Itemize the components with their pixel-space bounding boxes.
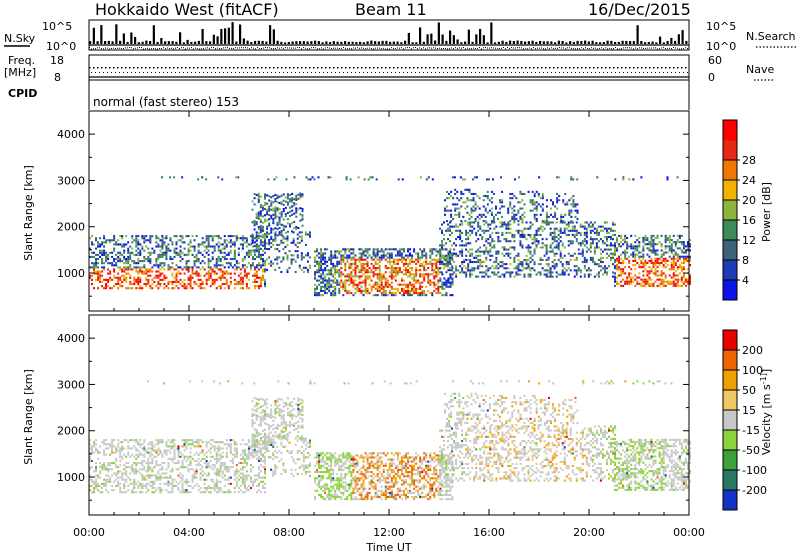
x-tick-label: 04:00 — [173, 526, 205, 539]
x-axis: 00:00 04:00 08:00 12:00 16:00 20:00 00:00 — [73, 111, 705, 539]
freq-label: Freq. — [8, 54, 35, 67]
power-ylabel: Slant Range [km] — [22, 165, 35, 261]
station-title: Hokkaido West (fitACF) — [95, 0, 279, 19]
colorbar-segment — [723, 390, 737, 411]
info-panel: N.Sky 10^5 10^0 10^5 10^0 N.Search Freq.… — [4, 19, 796, 110]
colorbar-tick-label: -50 — [742, 444, 760, 457]
power-colorbar-label: Power [dB] — [760, 182, 773, 242]
colorbar-segment — [723, 370, 737, 391]
velocity-colorbar-label: Velocity [m s-1]] — [759, 369, 773, 455]
colorbar-segment — [723, 200, 737, 221]
x-tick-label: 20:00 — [573, 526, 605, 539]
y-tick-label: 4000 — [57, 332, 85, 345]
colorbar-tick-label: 16 — [742, 214, 756, 227]
colorbar-tick-label: -200 — [742, 484, 767, 497]
cpid-text: normal (fast stereo) 153 — [93, 95, 239, 109]
y-tick-label: 2000 — [57, 221, 85, 234]
x-tick-label: 00:00 — [73, 526, 105, 539]
colorbar-segment — [723, 140, 737, 161]
colorbar-tick-label: -15 — [742, 424, 760, 437]
colorbar-segment — [723, 240, 737, 261]
velocity-data — [89, 380, 691, 501]
colorbar-segment — [723, 450, 737, 471]
colorbar-segment — [723, 260, 737, 281]
colorbar-tick-label: 24 — [742, 174, 756, 187]
velocity-colorbar: -200 -100 -50 -15 15 50 100 200 — [722, 329, 767, 511]
colorbar-tick-label: 28 — [742, 154, 756, 167]
x-axis-label: Time UT — [365, 541, 411, 554]
velocity-ylabel: Slant Range [km] — [22, 369, 35, 465]
colorbar-tick-label: 100 — [742, 364, 763, 377]
freq-tick-top: 18 — [50, 54, 64, 67]
x-tick-label: 16:00 — [473, 526, 505, 539]
nsky-label: N.Sky — [4, 32, 36, 45]
colorbar-tick-label: 4 — [742, 274, 749, 287]
colorbar-tick-label: 200 — [742, 344, 763, 357]
power-data — [89, 176, 691, 297]
power-panel: 1000 2000 3000 4000 Slant Range [km] — [22, 110, 691, 312]
date-title: 16/Dec/2015 — [588, 0, 691, 19]
colorbar-segment — [723, 220, 737, 241]
colorbar-segment — [723, 120, 737, 141]
colorbar-tick-label: 50 — [742, 384, 756, 397]
nsearch-tick-bottom: 10^0 — [706, 40, 736, 53]
colorbar-segment — [723, 470, 737, 491]
x-tick-label: 08:00 — [273, 526, 305, 539]
freq-trace — [89, 67, 689, 78]
nsky-tick-top: 10^5 — [42, 20, 72, 33]
x-tick-label: 12:00 — [373, 526, 405, 539]
y-tick-label: 1000 — [57, 267, 85, 280]
freq-unit: [MHz] — [4, 66, 36, 79]
colorbar-segment — [723, 410, 737, 431]
colorbar-tick-label: -100 — [742, 464, 767, 477]
nave-tick-bottom: 0 — [708, 71, 715, 84]
y-tick-label: 2000 — [57, 425, 85, 438]
colorbar-tick-label: 15 — [742, 404, 756, 417]
colorbar-segment — [723, 160, 737, 181]
velocity-panel: 1000 2000 3000 4000 Slant Range [km] — [22, 314, 691, 516]
colorbar-segment — [723, 280, 737, 301]
y-tick-label: 1000 — [57, 471, 85, 484]
colorbar-tick-label: 20 — [742, 194, 756, 207]
colorbar-segment — [723, 350, 737, 371]
cpid-label: CPID — [8, 87, 37, 100]
nsearch-label: N.Search — [746, 30, 796, 43]
colorbar-segment — [723, 490, 737, 511]
colorbar-segment — [723, 330, 737, 351]
power-y-ticks: 1000 2000 3000 4000 — [57, 110, 689, 297]
y-tick-label: 4000 — [57, 128, 85, 141]
nave-label: Nave — [746, 63, 774, 76]
freq-tick-bottom: 8 — [54, 71, 61, 84]
power-colorbar: 4 8 12 16 20 24 28 — [722, 119, 756, 301]
nsky-bars — [89, 22, 689, 50]
colorbar-segment — [723, 430, 737, 451]
colorbar-tick-label: 8 — [742, 254, 749, 267]
colorbar-tick-label: 12 — [742, 234, 756, 247]
nsearch-tick-top: 10^5 — [706, 20, 736, 33]
velocity-y-ticks: 1000 2000 3000 4000 — [57, 314, 689, 501]
colorbar-segment — [723, 180, 737, 201]
y-tick-label: 3000 — [57, 174, 85, 187]
beam-title: Beam 11 — [355, 0, 427, 19]
nsky-tick-bottom: 10^0 — [46, 40, 76, 53]
y-tick-label: 3000 — [57, 378, 85, 391]
nave-tick-top: 60 — [708, 54, 722, 67]
x-tick-label: 00:00 — [673, 526, 705, 539]
